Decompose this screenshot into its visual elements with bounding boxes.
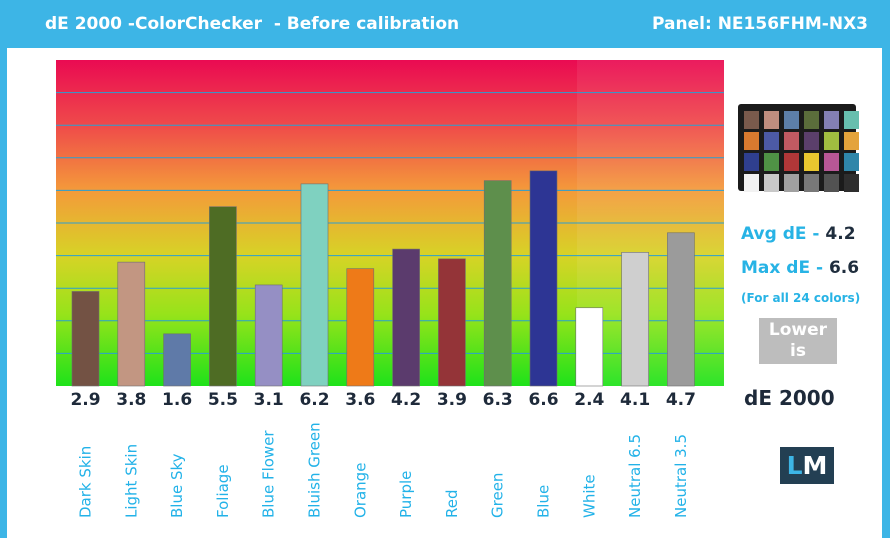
bar-value-label: 3.9 bbox=[437, 390, 467, 410]
bar bbox=[667, 232, 695, 387]
lm-logo: LM bbox=[780, 447, 834, 484]
bar bbox=[346, 268, 375, 387]
checker-patch bbox=[804, 153, 819, 171]
chart-title: dE 2000 -ColorChecker - Before calibrati… bbox=[45, 14, 460, 34]
max-de: Max dE - 6.6 bbox=[741, 258, 859, 278]
bar bbox=[254, 284, 283, 387]
x-tick-label: Light Skin bbox=[122, 444, 140, 518]
y-tick-label: 1.0 bbox=[14, 343, 48, 365]
panel-label: Panel: NE156FHM-NX3 bbox=[652, 14, 868, 34]
bar bbox=[163, 333, 191, 387]
lower-line-1: Lower is bbox=[768, 320, 828, 361]
bar-value-label: 6.6 bbox=[528, 390, 558, 410]
x-tick-label: Neutral 3.5 bbox=[672, 434, 690, 518]
bar bbox=[71, 291, 100, 387]
bar-value-label: 4.1 bbox=[620, 390, 650, 410]
checker-patch bbox=[764, 153, 779, 171]
max-de-value: 6.6 bbox=[828, 258, 860, 278]
avg-de-value: 4.2 bbox=[825, 224, 856, 244]
colors-note: (For all 24 colors) bbox=[741, 291, 861, 305]
checker-patch bbox=[844, 111, 859, 129]
x-tick-label: Neutral 6.5 bbox=[626, 434, 644, 518]
bar bbox=[438, 258, 466, 387]
bar bbox=[209, 206, 237, 387]
bar bbox=[575, 307, 604, 387]
x-tick-label: Dark Skin bbox=[77, 446, 95, 518]
lower-is-better-badge: Lower is better bbox=[759, 318, 837, 382]
header-bar: dE 2000 -ColorChecker - Before calibrati… bbox=[0, 0, 890, 48]
checker-patch bbox=[784, 111, 799, 129]
checker-patch bbox=[824, 153, 839, 171]
avg-de-label: Avg dE - bbox=[741, 224, 820, 244]
bar bbox=[621, 252, 649, 387]
checker-patch bbox=[764, 111, 779, 129]
checker-patch bbox=[764, 174, 779, 192]
checker-patch bbox=[824, 132, 839, 150]
checker-patch bbox=[764, 132, 779, 150]
left-border bbox=[0, 48, 7, 538]
avg-de: Avg dE - 4.2 bbox=[741, 224, 856, 244]
bar-value-label: 2.4 bbox=[574, 390, 604, 410]
checker-patch bbox=[844, 174, 859, 192]
y-tick-label: 9.0 bbox=[14, 83, 48, 105]
metric-label: dE 2000 bbox=[744, 386, 835, 410]
lower-line-2: better bbox=[768, 362, 828, 382]
y-tick-label: 7.0 bbox=[14, 148, 48, 170]
x-tick-label: Orange bbox=[351, 463, 369, 518]
bar-value-label: 3.6 bbox=[345, 390, 375, 410]
x-tick-label: Purple bbox=[397, 471, 415, 518]
bar-value-label: 3.1 bbox=[254, 390, 284, 410]
x-tick-label: White bbox=[580, 474, 598, 518]
right-border bbox=[882, 48, 890, 538]
y-tick-label: 6.0 bbox=[14, 180, 48, 202]
checker-patch bbox=[784, 132, 799, 150]
bar-value-label: 2.9 bbox=[70, 390, 100, 410]
bar bbox=[392, 248, 420, 387]
bar-value-label: 4.7 bbox=[666, 390, 696, 410]
bar-value-label: 6.2 bbox=[299, 390, 329, 410]
y-tick-label: 3.0 bbox=[14, 278, 48, 300]
y-tick-label: 5.0 bbox=[14, 213, 48, 235]
checker-patch bbox=[804, 132, 819, 150]
checker-patch bbox=[844, 132, 859, 150]
max-de-label: Max dE - bbox=[741, 258, 824, 278]
bar bbox=[483, 180, 512, 387]
y-tick-label: 4.0 bbox=[14, 246, 48, 268]
bar-value-label: 3.8 bbox=[116, 390, 146, 410]
checker-patch bbox=[744, 153, 759, 171]
y-tick-label: 8.0 bbox=[14, 115, 48, 137]
x-tick-label: Blue Flower bbox=[260, 430, 278, 518]
x-tick-label: Red bbox=[443, 490, 461, 519]
bar bbox=[300, 183, 329, 387]
x-tick-label: Green bbox=[489, 473, 507, 518]
checker-patch bbox=[784, 174, 799, 192]
checker-patch bbox=[784, 153, 799, 171]
checker-patch bbox=[744, 111, 759, 129]
bar-value-label: 1.6 bbox=[162, 390, 192, 410]
bar-value-label: 5.5 bbox=[208, 390, 238, 410]
x-tick-label: Blue bbox=[535, 485, 553, 518]
checker-patch bbox=[804, 174, 819, 192]
checker-patch bbox=[844, 153, 859, 171]
checker-patch bbox=[804, 111, 819, 129]
checker-patch bbox=[824, 174, 839, 192]
checker-patch bbox=[744, 132, 759, 150]
x-tick-label: Foliage bbox=[214, 464, 232, 518]
colorchecker-image bbox=[738, 104, 859, 192]
bar-value-label: 6.3 bbox=[483, 390, 513, 410]
bar-value-label: 4.2 bbox=[391, 390, 421, 410]
x-tick-label: Blue Sky bbox=[168, 453, 186, 518]
bar bbox=[117, 261, 146, 387]
checker-patch bbox=[824, 111, 839, 129]
x-tick-label: Bluish Green bbox=[306, 422, 324, 518]
bar bbox=[529, 170, 558, 387]
y-tick-label: 2.0 bbox=[14, 311, 48, 333]
checker-patch bbox=[744, 174, 759, 192]
